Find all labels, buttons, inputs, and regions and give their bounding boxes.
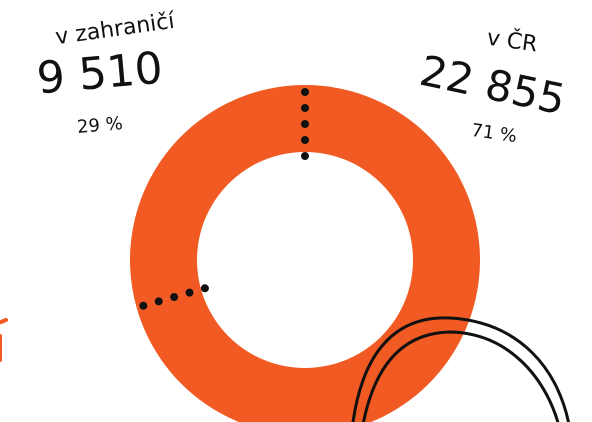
segment-divider bbox=[130, 284, 209, 313]
percentage-label: 29 % bbox=[76, 113, 123, 138]
value-label: 9 510 bbox=[35, 43, 165, 105]
percentage-label: 71 % bbox=[470, 120, 518, 147]
value-label: 22 855 bbox=[416, 46, 570, 124]
decor-outline bbox=[351, 316, 570, 422]
donut bbox=[130, 79, 480, 422]
category-label: v ČR bbox=[485, 25, 539, 58]
donut-segment bbox=[136, 85, 480, 422]
donut-segment bbox=[130, 85, 305, 308]
decor-left bbox=[0, 318, 8, 362]
